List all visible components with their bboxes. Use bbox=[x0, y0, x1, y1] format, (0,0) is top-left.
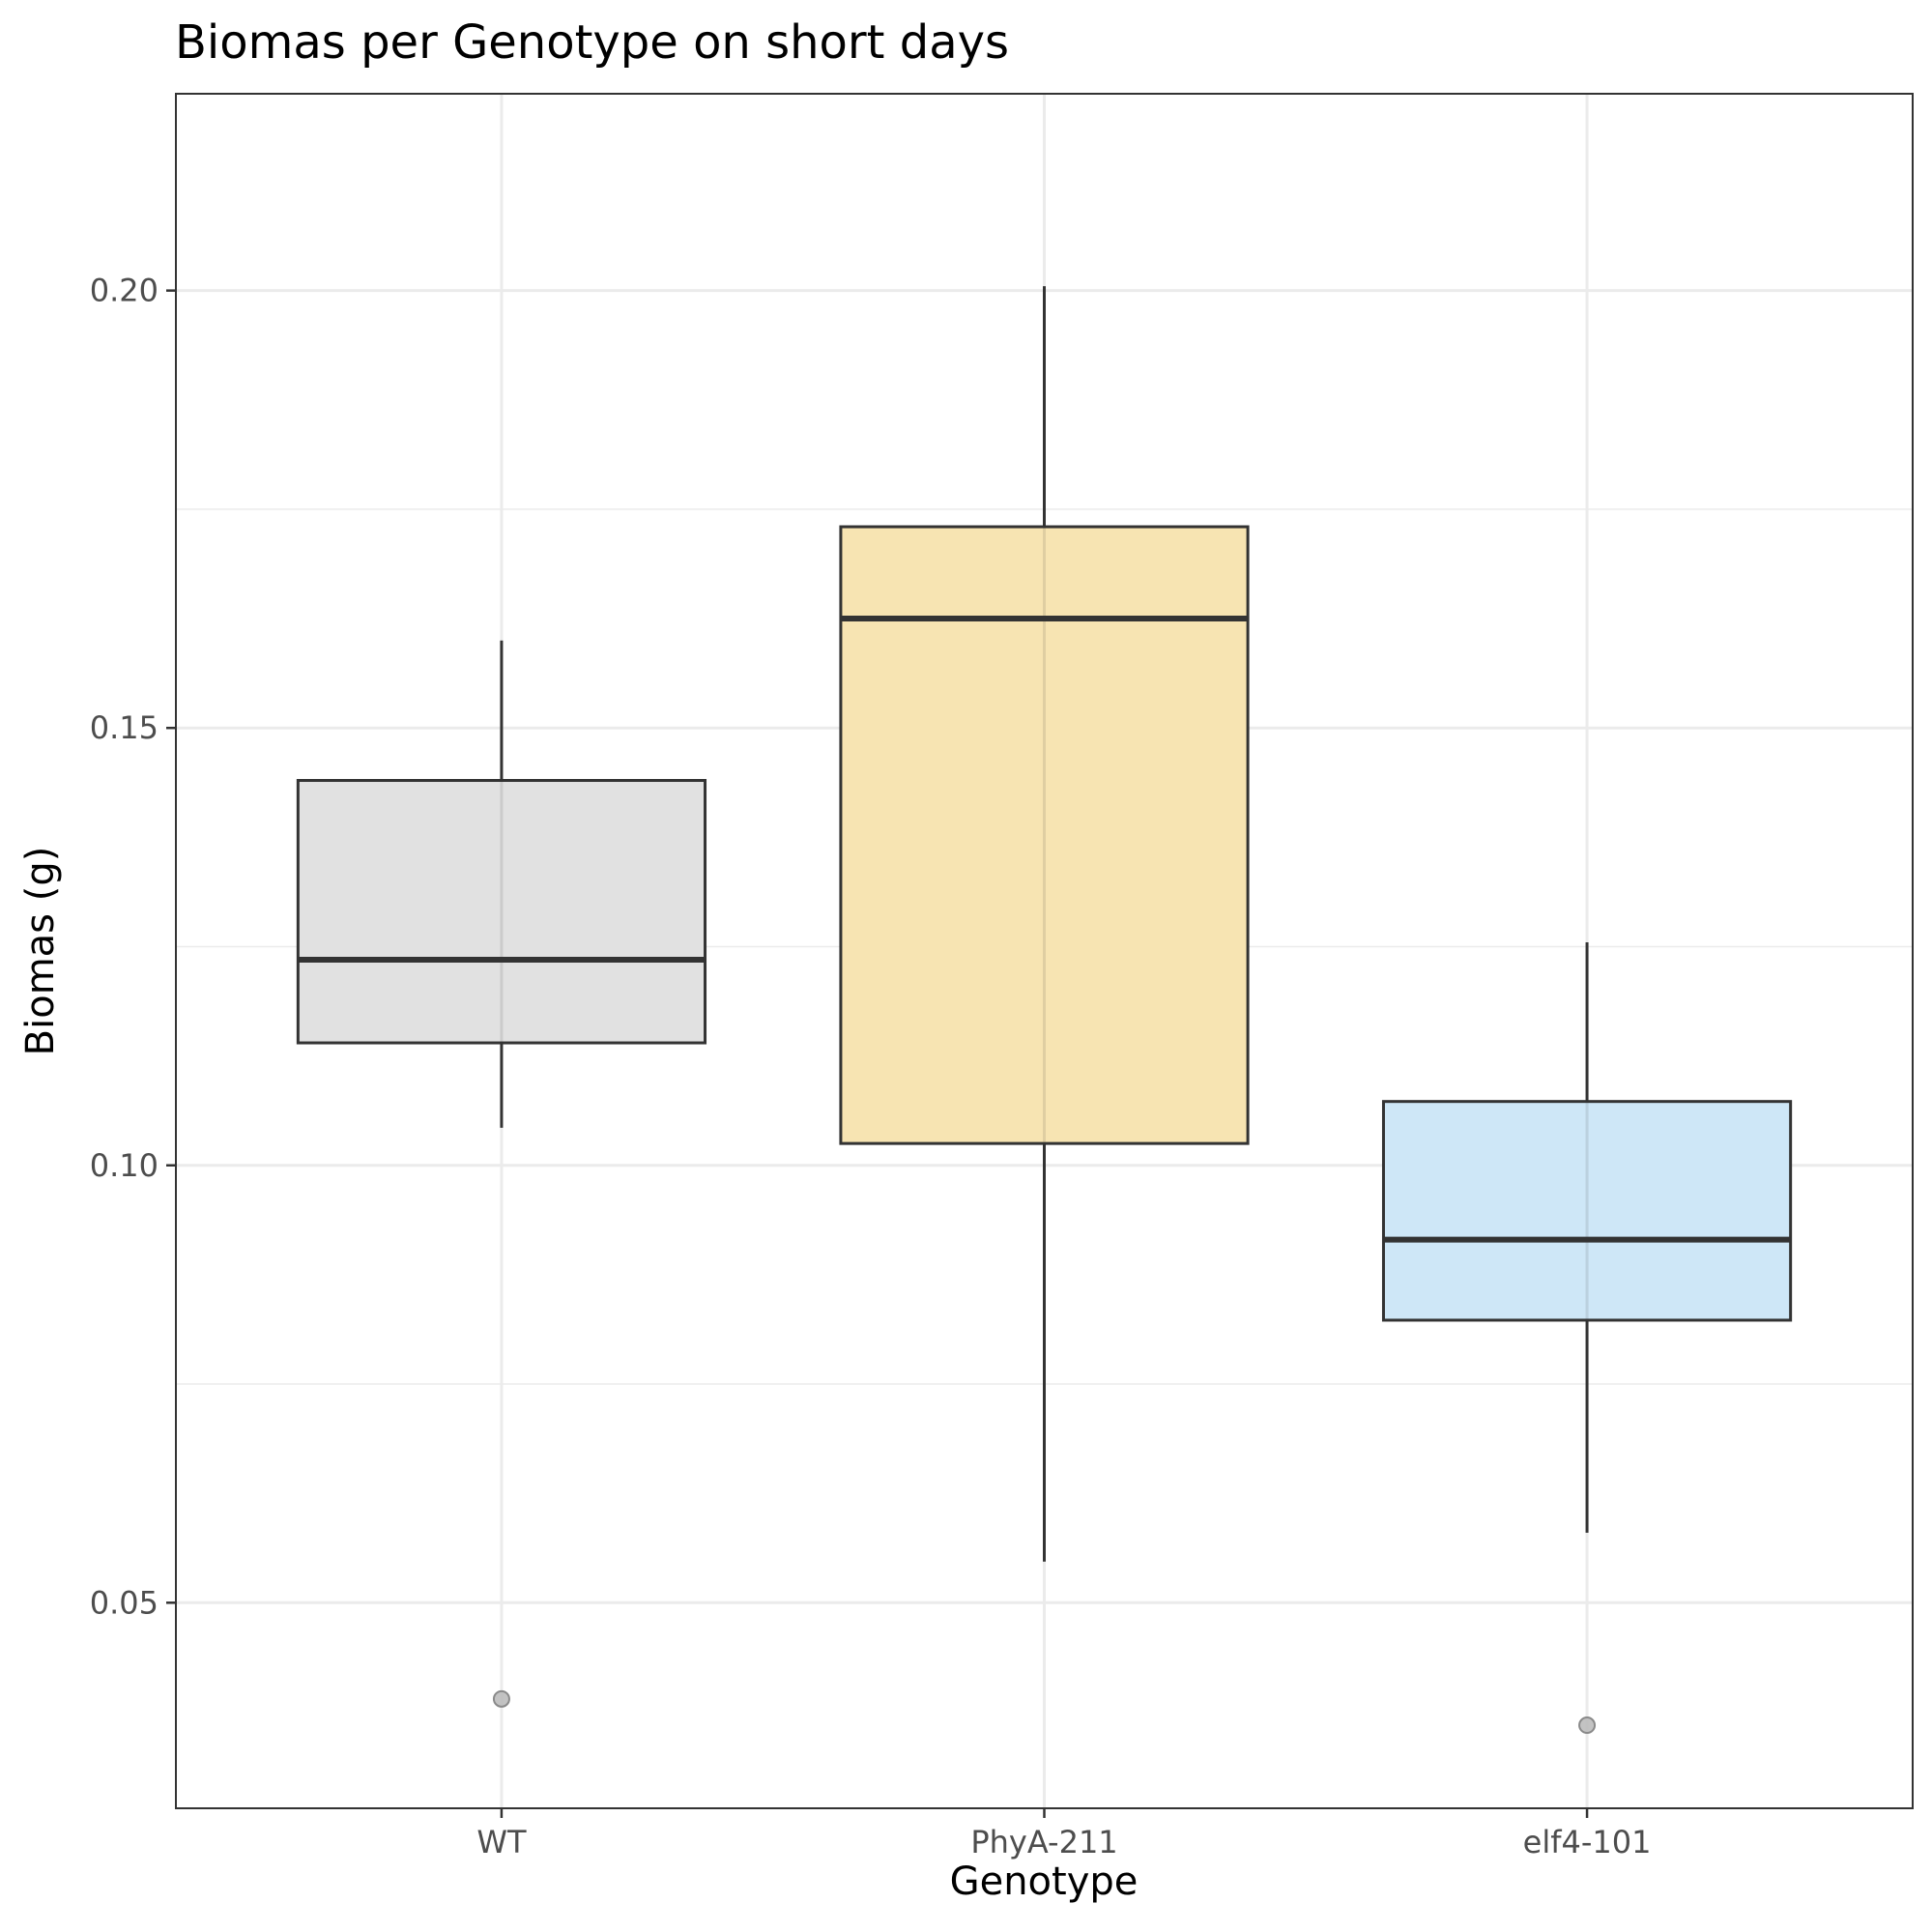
x-tick-label: WT bbox=[476, 1824, 527, 1860]
x-axis-title: Genotype bbox=[950, 1860, 1139, 1904]
x-axis: WT PhyA-211 elf4-101 bbox=[476, 1808, 1651, 1860]
x-tick-label: PhyA-211 bbox=[970, 1824, 1117, 1860]
y-axis: 0.05 0.10 0.15 0.20 bbox=[90, 273, 176, 1621]
y-tick-label: 0.20 bbox=[90, 273, 159, 309]
x-tick-label: elf4-101 bbox=[1523, 1824, 1652, 1860]
chart-title: Biomas per Genotype on short days bbox=[175, 15, 1009, 70]
box-1 bbox=[296, 640, 707, 1708]
box-3 bbox=[1381, 941, 1793, 1735]
y-axis-title: Biomas (g) bbox=[18, 847, 63, 1056]
y-tick-label: 0.10 bbox=[90, 1147, 159, 1184]
y-tick-label: 0.05 bbox=[90, 1584, 159, 1621]
box-iqr bbox=[1381, 1100, 1793, 1322]
outlier-point bbox=[1578, 1716, 1597, 1735]
y-tick-label: 0.15 bbox=[90, 709, 159, 746]
box-iqr bbox=[296, 779, 707, 1045]
outlier-point bbox=[492, 1689, 510, 1708]
boxes-layer bbox=[296, 286, 1793, 1735]
box-2 bbox=[839, 286, 1250, 1562]
box-iqr bbox=[839, 525, 1250, 1145]
